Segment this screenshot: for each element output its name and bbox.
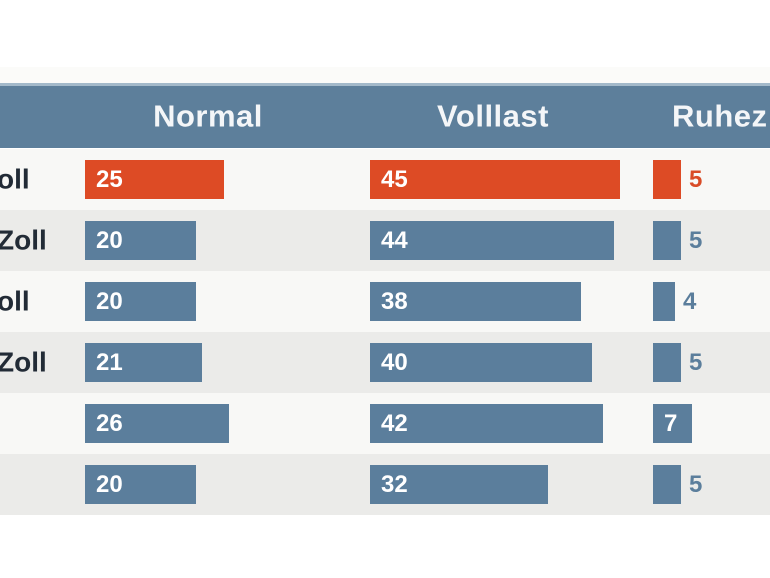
bar-normal: 26 xyxy=(85,404,229,443)
table-row: 26 42 7 xyxy=(0,393,770,454)
row-label: Zoll xyxy=(0,345,47,377)
column-header-volllast: Volllast xyxy=(437,98,549,134)
row-label: oll xyxy=(0,162,30,194)
bar-normal: 20 xyxy=(85,465,196,504)
bar-value-ruhezustand: 5 xyxy=(689,226,703,254)
bar-volllast: 44 xyxy=(370,221,614,260)
chart-header-bar: Normal Volllast Ruhez xyxy=(0,83,770,148)
bar-value-ruhezustand: 5 xyxy=(689,165,703,193)
bar-volllast: 42 xyxy=(370,404,603,443)
row-label: Zoll xyxy=(0,223,47,255)
bar-ruhezustand xyxy=(653,343,681,382)
bar-ruhezustand xyxy=(653,465,681,504)
card-top-strip xyxy=(0,67,770,83)
table-row: 20 32 5 xyxy=(0,454,770,515)
bar-volllast: 45 xyxy=(370,160,620,199)
bar-ruhezustand xyxy=(653,221,681,260)
row-label: oll xyxy=(0,284,30,316)
table-row: Zoll 21 40 5 xyxy=(0,332,770,393)
bar-ruhezustand: 7 xyxy=(653,404,692,443)
bar-normal: 20 xyxy=(85,282,196,321)
bar-value-ruhezustand: 5 xyxy=(689,470,703,498)
column-header-ruhezustand: Ruhez xyxy=(672,98,768,134)
table-row: Zoll 20 44 5 xyxy=(0,210,770,271)
bar-value-ruhezustand: 4 xyxy=(683,287,697,315)
bar-ruhezustand xyxy=(653,160,681,199)
bar-normal: 20 xyxy=(85,221,196,260)
bar-volllast: 38 xyxy=(370,282,581,321)
bar-value-ruhezustand: 5 xyxy=(689,348,703,376)
bar-normal: 21 xyxy=(85,343,202,382)
bar-ruhezustand xyxy=(653,282,675,321)
bar-volllast: 32 xyxy=(370,465,548,504)
bar-volllast: 40 xyxy=(370,343,592,382)
column-header-normal: Normal xyxy=(153,98,263,134)
table-row: oll 25 45 5 xyxy=(0,149,770,210)
bar-normal: 25 xyxy=(85,160,224,199)
table-row: oll 20 38 4 xyxy=(0,271,770,332)
